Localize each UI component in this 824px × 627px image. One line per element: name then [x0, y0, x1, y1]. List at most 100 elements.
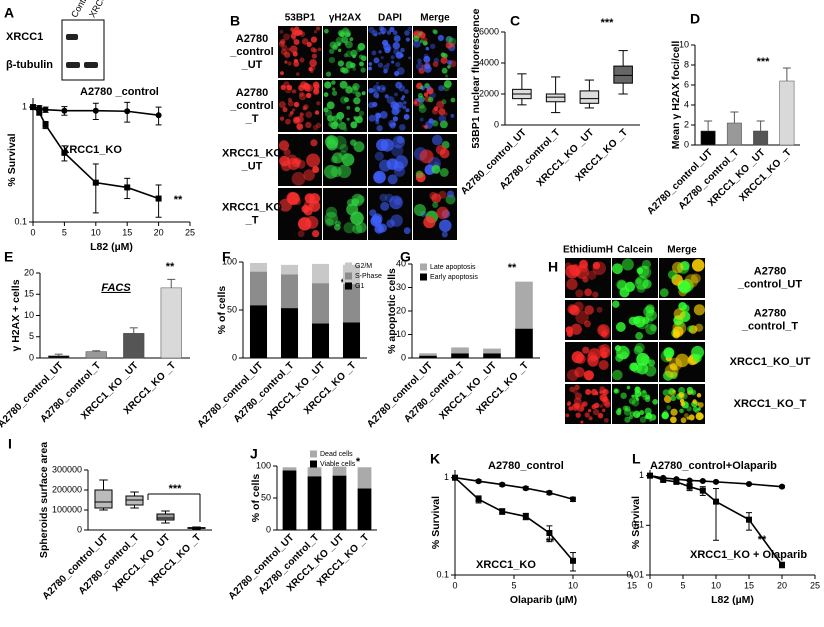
cell: [588, 416, 593, 421]
cell: [645, 323, 657, 335]
marker: [522, 485, 529, 492]
cell: [381, 87, 386, 91]
marker: [746, 480, 752, 487]
annotation: **: [166, 261, 175, 273]
y-tick-label: 40: [396, 258, 406, 268]
cell: [310, 69, 314, 73]
cell: [574, 384, 580, 391]
marker: [499, 508, 506, 515]
bar: [779, 80, 795, 146]
cell: [429, 191, 438, 200]
cell: [289, 110, 294, 115]
marker: [475, 478, 482, 485]
cell: [310, 139, 318, 147]
cell: [417, 92, 423, 99]
cell: [407, 26, 412, 32]
legend-label: Dead cells: [320, 451, 353, 458]
x-tick-label: 0: [452, 580, 457, 590]
cell: [629, 411, 635, 417]
cell: [591, 404, 597, 410]
cell: [642, 316, 650, 325]
cell: [401, 95, 406, 99]
cell: [375, 81, 379, 85]
cell: [339, 80, 348, 89]
panel-letter: D: [690, 11, 700, 27]
y-tick-label: 0: [494, 119, 499, 129]
cell: [427, 87, 431, 91]
cell: [636, 352, 650, 366]
cell: [413, 35, 420, 42]
cell: [279, 155, 290, 167]
cell: [446, 190, 455, 198]
legend-label: Early apoptosis: [430, 274, 478, 281]
row-label: _control_T: [741, 320, 799, 332]
y-tick-label: 50: [261, 492, 271, 502]
cell: [432, 61, 439, 68]
cell: [663, 395, 672, 403]
cell: [312, 165, 320, 173]
cell: [597, 324, 610, 337]
cell: [639, 410, 645, 416]
cell: [297, 230, 305, 238]
bar-segment: [249, 305, 268, 358]
marker: [673, 478, 680, 485]
legend-swatch: [420, 263, 427, 271]
bar-segment: [332, 475, 347, 530]
cell: [640, 355, 652, 366]
channel-label: DAPI: [378, 13, 402, 24]
series-label: A2780 _control: [80, 86, 159, 98]
x-tick-label: 20: [777, 580, 787, 590]
bar-segment: [311, 263, 330, 284]
marker: [124, 184, 131, 191]
panel-letter: C: [510, 13, 520, 29]
cell: [438, 114, 447, 123]
panel-letter: H: [548, 259, 558, 275]
x-tick-label: 25: [185, 227, 195, 237]
cell: [626, 385, 631, 390]
y-axis-label: % of cells: [250, 474, 262, 523]
cell: [450, 113, 455, 118]
cell: [680, 417, 687, 424]
y-tick-label: 1: [22, 101, 27, 111]
bar-segment: [249, 271, 268, 306]
cell: [399, 124, 406, 131]
cell: [281, 44, 288, 51]
cell: [389, 195, 403, 210]
panel-letter: B: [230, 13, 240, 29]
cell: [358, 110, 365, 117]
cell: [633, 345, 643, 355]
cell: [598, 359, 609, 370]
cell: [579, 259, 588, 269]
y-tick-label: 0: [266, 524, 271, 534]
cell: [419, 149, 434, 164]
bar-segment: [515, 281, 533, 329]
cell: [305, 121, 312, 129]
cell: [306, 153, 321, 168]
cell: [418, 32, 426, 39]
marker: [546, 489, 553, 496]
cell: [408, 56, 412, 60]
cell: [338, 48, 342, 53]
cell: [286, 84, 293, 91]
cell: [445, 42, 453, 49]
cell: [374, 151, 384, 161]
cell: [361, 91, 366, 96]
cell: [325, 71, 332, 77]
cell: [431, 134, 443, 146]
cell: [314, 110, 320, 115]
cell: [640, 390, 648, 398]
cell: [343, 97, 349, 103]
cell: [376, 85, 381, 90]
marker: [499, 481, 506, 488]
cell: [584, 320, 591, 328]
cell: [599, 390, 603, 394]
bar-segment: [332, 466, 347, 476]
y-tick-label: 0.1: [14, 216, 27, 226]
cell: [392, 135, 406, 149]
cell: [644, 407, 652, 415]
cell: [331, 90, 338, 96]
cell: [582, 401, 588, 407]
cell: [670, 416, 677, 424]
cell: [311, 53, 318, 59]
legend-label: G1: [355, 283, 364, 290]
